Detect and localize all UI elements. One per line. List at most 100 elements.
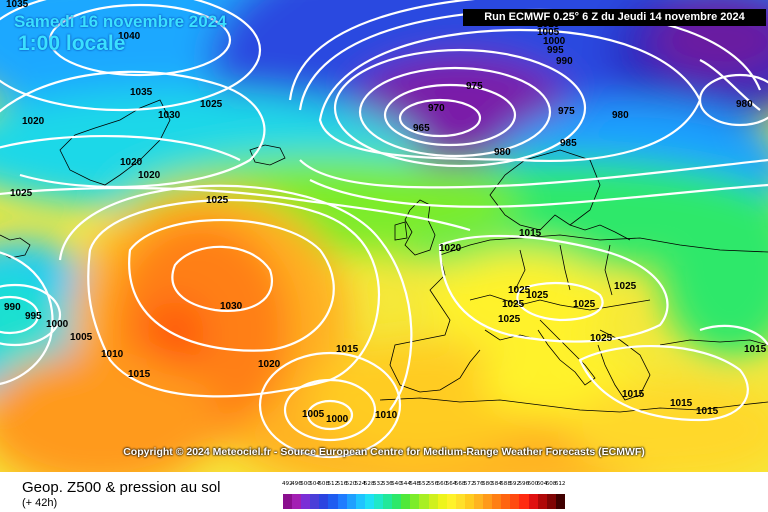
scale-value: 548 [409, 481, 420, 487]
scale-cell: 600 [527, 481, 539, 509]
scale-swatch [328, 494, 338, 509]
scale-value: 560 [436, 481, 448, 487]
scale-swatch [446, 494, 456, 509]
scale-value: 552 [418, 481, 430, 487]
scale-cell: 604 [536, 481, 548, 509]
scale-cell: 556 [427, 481, 439, 509]
scale-value: 508 [318, 481, 330, 487]
scale-swatch [473, 494, 484, 509]
scale-cell: 572 [464, 481, 475, 509]
isobar-label: 1015 [622, 389, 645, 400]
isobar-label: 1015 [336, 344, 359, 355]
scale-swatch [492, 494, 502, 509]
scale-swatch [455, 494, 465, 509]
scale-swatch [355, 494, 365, 509]
scale-value: 536 [382, 481, 393, 487]
isobar-label: 1015 [670, 398, 693, 409]
weather-map: 1035 1040 1035 1030 1025 1020 1020 1020 … [0, 0, 768, 472]
scale-value: 584 [491, 481, 502, 487]
isobar-label: 980 [494, 147, 511, 158]
isobar-label: 995 [25, 311, 42, 322]
isobar-label: 1000 [543, 36, 566, 47]
isobar-label: 990 [4, 302, 21, 313]
isobar-label: 1025 [498, 314, 521, 325]
scale-value: 604 [536, 481, 548, 487]
scale-cell: 528 [363, 481, 375, 509]
scale-swatch [283, 494, 293, 509]
isobar-label: 1020 [439, 243, 462, 254]
scale-swatch [546, 494, 556, 509]
scale-value: 592 [509, 481, 521, 487]
scale-value: 556 [427, 481, 439, 487]
scale-cell: 544 [400, 481, 411, 509]
scale-value: 612 [554, 481, 566, 487]
scale-swatch [301, 494, 311, 509]
isobar-label: 985 [560, 138, 577, 149]
scale-cell: 504 [309, 481, 320, 509]
forecast-lead: (+ 42h) [22, 497, 58, 509]
scale-cell: 540 [391, 481, 402, 509]
scale-cell: 524 [354, 481, 366, 509]
isobar-label: 1020 [120, 157, 143, 168]
scale-value: 520 [345, 481, 357, 487]
scale-cell: 492 [282, 481, 293, 509]
copyright-notice: Copyright © 2024 Meteociel.fr - Source E… [123, 446, 645, 458]
isobar-label: 1025 [502, 299, 525, 310]
scale-swatch [319, 494, 329, 509]
scale-value: 608 [545, 481, 557, 487]
scale-swatch [437, 494, 447, 509]
map-title: Geop. Z500 & pression au sol [22, 479, 221, 496]
isobar-label: 980 [736, 99, 753, 110]
color-scale: 492 496 500 504 508 512 516 520 524 528 532 536 540 5… [282, 481, 566, 509]
scale-value: 496 [291, 481, 302, 487]
scale-swatch [310, 494, 320, 509]
scale-swatch [528, 494, 538, 509]
isobar-label: 1005 [70, 332, 93, 343]
isobar-label: 1025 [526, 290, 549, 301]
isobar-label: 1010 [101, 349, 124, 360]
scale-cell: 508 [318, 481, 330, 509]
scale-value: 532 [372, 481, 384, 487]
scale-swatch [292, 494, 302, 509]
isobar-label: 1025 [508, 285, 531, 296]
scale-cell: 536 [382, 481, 393, 509]
scale-cell: 516 [337, 481, 347, 509]
isobar-label: 1015 [696, 406, 719, 417]
scale-swatch [483, 494, 493, 509]
scale-swatch [392, 494, 402, 509]
forecast-time: 1:00 locale [18, 32, 126, 55]
scale-cell: 500 [300, 481, 311, 509]
scale-cell: 608 [545, 481, 557, 509]
isobar-label: 1005 [302, 409, 325, 420]
isobar-label: 1040 [118, 31, 141, 42]
isobar-label: 1030 [158, 110, 181, 121]
scale-value: 580 [482, 481, 493, 487]
scale-value: 540 [391, 481, 402, 487]
scale-value: 492 [282, 481, 293, 487]
scale-value: 524 [354, 481, 366, 487]
isobar-label: 980 [612, 110, 629, 121]
scale-cell: 592 [509, 481, 521, 509]
scale-value: 500 [300, 481, 311, 487]
scale-swatch [373, 494, 384, 509]
isobar-label: 1025 [614, 281, 637, 292]
scale-swatch [519, 494, 529, 509]
scale-value: 528 [363, 481, 375, 487]
scale-cell: 580 [482, 481, 493, 509]
scale-cell: 596 [518, 481, 529, 509]
isobar-label: 1025 [10, 188, 33, 199]
scale-value: 600 [527, 481, 539, 487]
scale-cell: 584 [491, 481, 502, 509]
isobar-label: 970 [428, 103, 445, 114]
z500-color-field [0, 0, 768, 472]
scale-cell: 588 [500, 481, 511, 509]
scale-cell: 520 [345, 481, 357, 509]
isobar-label: 1020 [138, 170, 161, 181]
isobar-label: 1025 [573, 299, 596, 310]
scale-cell: 560 [436, 481, 448, 509]
scale-value: 544 [400, 481, 411, 487]
map-canvas: 1035 1040 1035 1030 1025 1020 1020 1020 … [0, 0, 768, 472]
isobar-label: 1035 [130, 87, 153, 98]
scale-swatch [364, 494, 374, 509]
scale-swatch [419, 494, 429, 509]
